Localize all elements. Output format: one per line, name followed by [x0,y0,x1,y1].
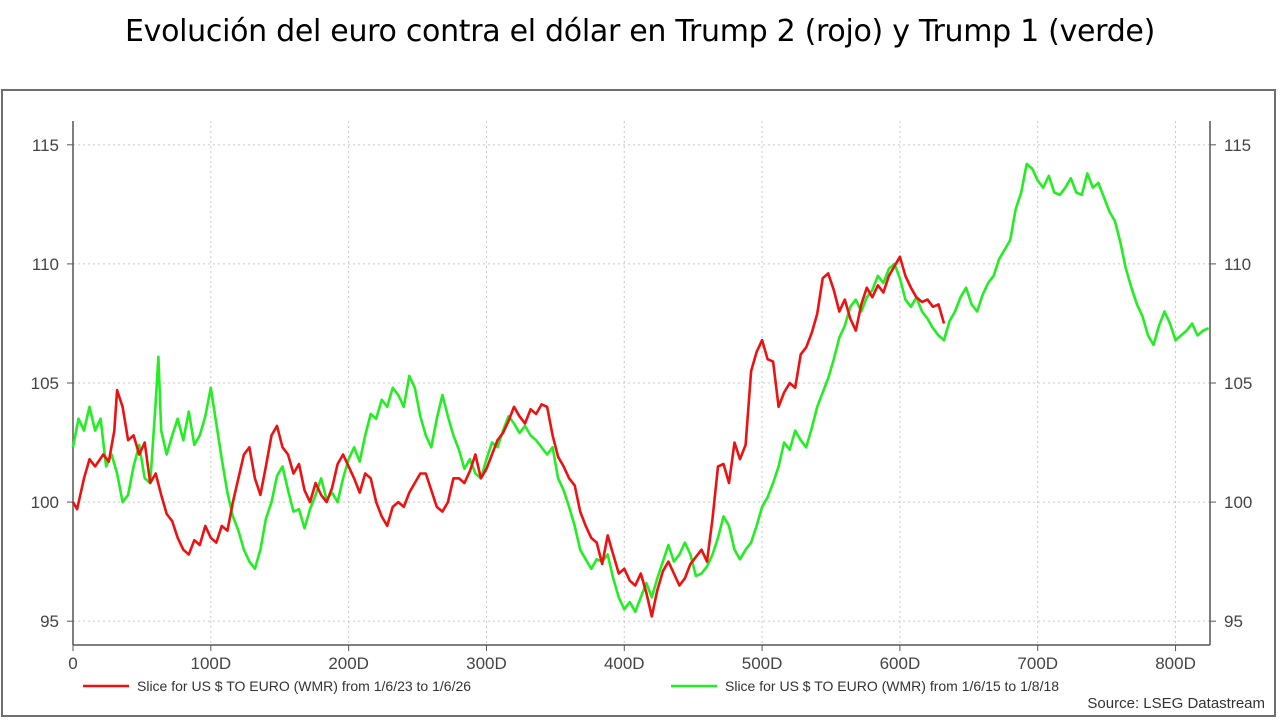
line-chart: 0 100D 200D 300D 400D 500D 600D 700D 800D 95 95 100… [31,121,1265,712]
grid-lines [73,121,1210,645]
legend-label-red: Slice for US $ TO EURO (WMR) from 1/6/23… [137,678,471,694]
x-tick-label: 400D [604,654,645,673]
series-line-red [71,255,946,618]
x-tick-label: 600D [880,654,921,673]
y-tick-label-left: 110 [32,255,59,274]
y-tick-label-right: 100 [1224,493,1252,512]
x-tick-label: 700D [1017,654,1058,673]
x-tick-label: 300D [466,654,507,673]
y-tick-label-right: 115 [1224,136,1251,155]
y-tick-label-right: 95 [1224,612,1243,631]
x-tick-label: 200D [328,654,369,673]
y-tick-label-left: 105 [31,374,59,393]
y-tick-label-left: 115 [32,136,59,155]
x-tick-label: 800D [1155,654,1196,673]
x-tick-label: 0 [68,654,77,673]
y-tick-label-right: 110 [1224,255,1251,274]
chart-title: Evolución del euro contra el dólar en Tr… [124,14,1155,49]
axes: 0 100D 200D 300D 400D 500D 600D 700D 800D 95 95 100… [31,121,1252,673]
series-lines [71,162,1210,618]
chart-frame: 0 100D 200D 300D 400D 500D 600D 700D 800D 95 95 100… [1,89,1276,717]
y-tick-label-left: 95 [40,612,59,631]
source-note: Source: LSEG Datastream [1087,695,1265,712]
legend: Slice for US $ TO EURO (WMR) from 1/6/23… [83,678,1265,712]
x-tick-label: 500D [742,654,783,673]
legend-label-green: Slice for US $ TO EURO (WMR) from 1/6/15… [725,678,1059,694]
y-tick-label-left: 100 [31,493,59,512]
x-tick-label: 100D [190,654,231,673]
series-line-green [71,162,1210,613]
y-tick-label-right: 105 [1224,374,1252,393]
